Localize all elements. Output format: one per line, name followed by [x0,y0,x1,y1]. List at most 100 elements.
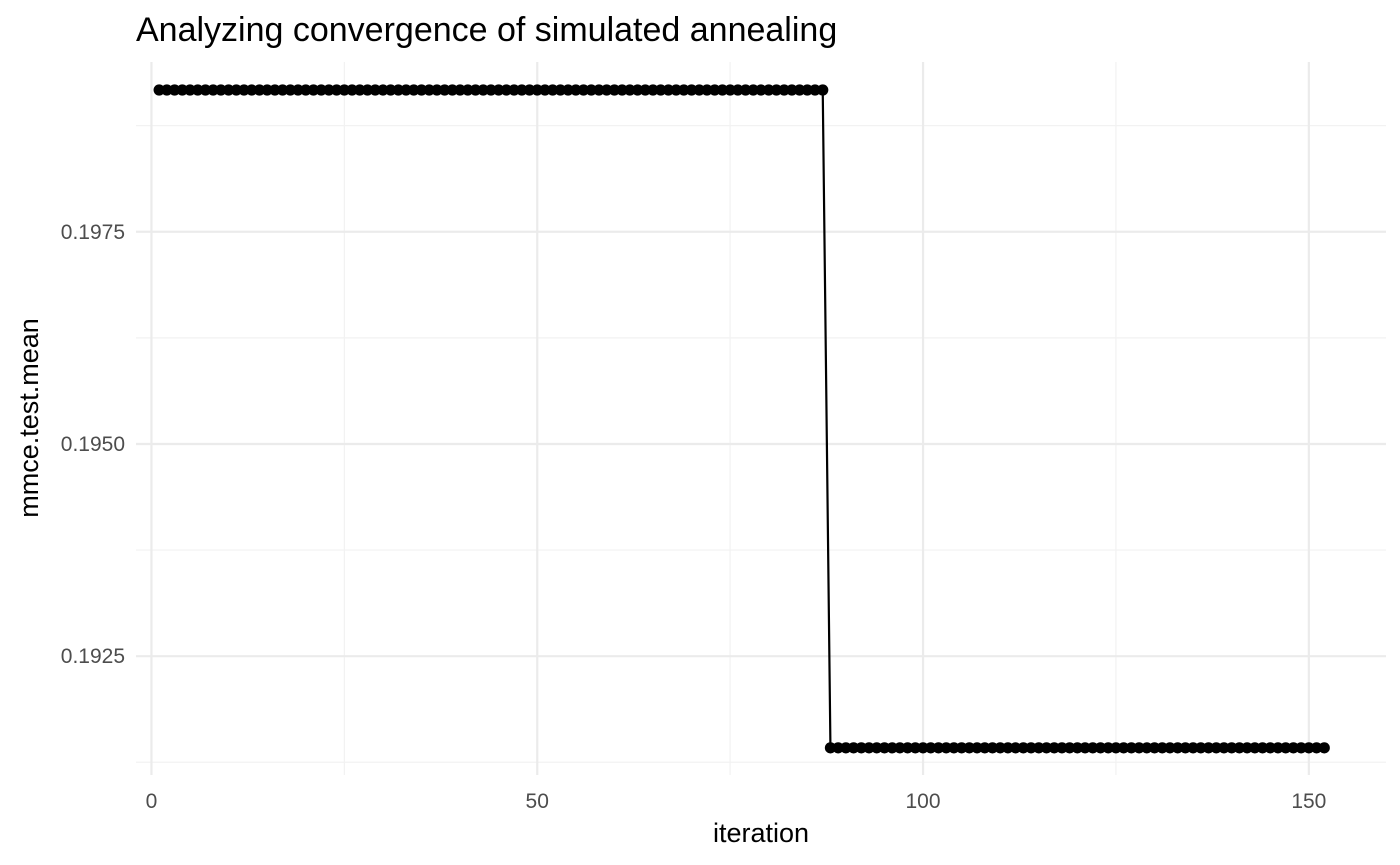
data-point [570,84,582,96]
data-point [562,84,574,96]
data-point [1156,742,1168,754]
data-point [786,84,798,96]
data-point [639,84,651,96]
data-point [817,84,829,96]
data-point [446,84,458,96]
data-point [153,84,165,96]
data-point [1064,742,1076,754]
data-point [1280,742,1292,754]
data-point [956,742,968,754]
major-grid [136,62,1386,775]
data-point [361,84,374,96]
data-point [1318,742,1330,754]
data-point [608,84,621,96]
data-point [778,84,790,96]
data-point [284,84,296,96]
data-point [408,84,420,96]
chart-title: Analyzing convergence of simulated annea… [136,11,837,49]
data-point [1187,742,1199,754]
data-point [246,84,258,96]
x-tick-label: 150 [1291,790,1326,813]
data-point [1226,742,1238,754]
data-point [1164,742,1176,754]
x-tick-label: 50 [526,790,549,813]
data-point [539,84,551,96]
data-point [994,742,1006,754]
data-point [523,84,536,96]
data-point [986,742,999,754]
data-point [1241,742,1253,754]
data-point [315,84,327,96]
data-point [1125,742,1137,754]
data-point [932,742,945,754]
data-point [161,84,173,96]
data-point [847,742,860,754]
data-point [307,84,320,96]
data-point [269,84,281,96]
data-point [894,742,906,754]
data-point [801,84,813,96]
data-point [716,84,729,96]
data-point [192,84,204,96]
data-point [1071,742,1083,754]
data-point [230,84,242,96]
data-point [1040,742,1053,754]
data-point [693,84,705,96]
data-point [971,742,983,754]
data-point [493,84,505,96]
data-point [485,84,497,96]
data-point [732,84,744,96]
data-point [184,84,196,96]
data-point [1079,742,1091,754]
data-point [516,84,528,96]
data-point [1218,742,1230,754]
data-point [554,84,566,96]
data-point [1118,742,1130,754]
data-point [331,84,343,96]
x-tick-label: 0 [146,790,158,813]
data-point [168,84,181,96]
data-point [1033,742,1045,754]
data-point [1295,742,1307,754]
data-point [346,84,358,96]
data-point [385,84,397,96]
data-point [392,84,404,96]
data-point [685,84,698,96]
y-tick-label: 0.1975 [61,221,125,244]
y-tick-label: 0.1925 [61,645,125,668]
data-point [238,84,250,96]
x-tick-label: 100 [906,790,941,813]
data-point [902,742,914,754]
data-point [292,84,304,96]
data-point [871,742,883,754]
data-point [1056,742,1068,754]
data-point [261,84,273,96]
data-point [1303,742,1315,754]
data-point [1172,742,1184,754]
data-point [431,84,443,96]
data-point [222,84,235,96]
data-point [678,84,690,96]
data-point [1002,742,1014,754]
data-point [709,84,721,96]
data-point [662,84,675,96]
data-point [176,84,188,96]
data-point [739,84,752,96]
data-point [462,84,474,96]
data-point [624,84,636,96]
data-point [1287,742,1300,754]
data-point [724,84,736,96]
data-point [747,84,759,96]
series-line [159,88,1325,749]
data-point [338,84,350,96]
data-point [500,84,512,96]
data-point [323,84,335,96]
data-point [300,84,312,96]
data-point [948,742,960,754]
data-point [253,84,266,96]
minor-grid [136,62,1386,775]
data-point [863,742,875,754]
data-point [1256,742,1269,754]
data-point [770,84,783,96]
